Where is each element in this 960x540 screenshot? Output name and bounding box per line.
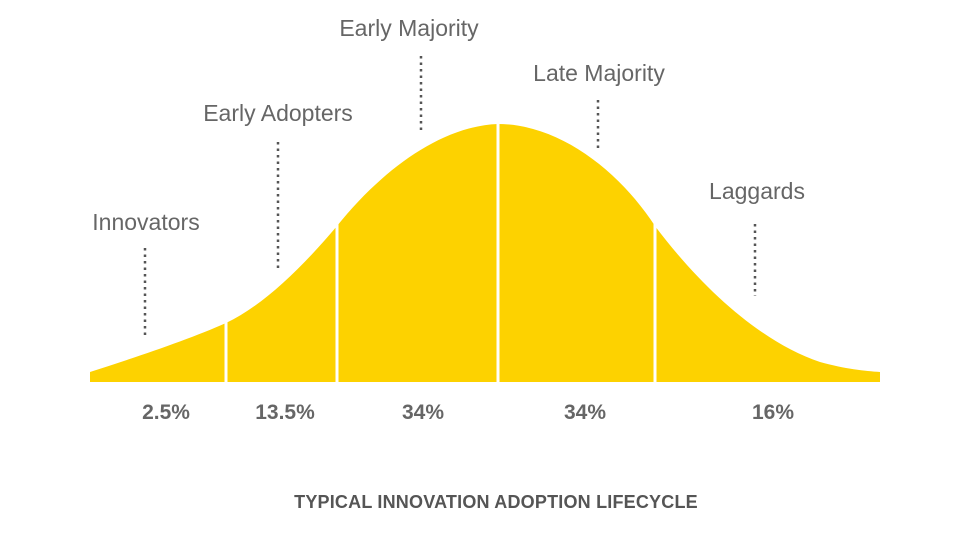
bell-curve-area bbox=[90, 124, 880, 382]
pct-early-adopters: 13.5% bbox=[255, 401, 315, 424]
label-early-adopters: Early Adopters bbox=[203, 100, 353, 126]
pct-laggards: 16% bbox=[752, 401, 794, 424]
segment-labels: Innovators Early Adopters Early Majority… bbox=[92, 15, 805, 235]
pct-late-majority: 34% bbox=[564, 401, 606, 424]
label-late-majority: Late Majority bbox=[533, 60, 665, 86]
pct-innovators: 2.5% bbox=[142, 401, 190, 424]
label-early-majority: Early Majority bbox=[339, 15, 479, 41]
leader-lines bbox=[143, 56, 757, 338]
label-innovators: Innovators bbox=[92, 209, 199, 235]
label-laggards: Laggards bbox=[709, 178, 805, 204]
diagram-caption: TYPICAL INNOVATION ADOPTION LIFECYCLE bbox=[294, 492, 698, 512]
percentage-labels: 2.5% 13.5% 34% 34% 16% bbox=[142, 401, 794, 424]
segment-dividers bbox=[224, 118, 657, 384]
pct-early-majority: 34% bbox=[402, 401, 444, 424]
